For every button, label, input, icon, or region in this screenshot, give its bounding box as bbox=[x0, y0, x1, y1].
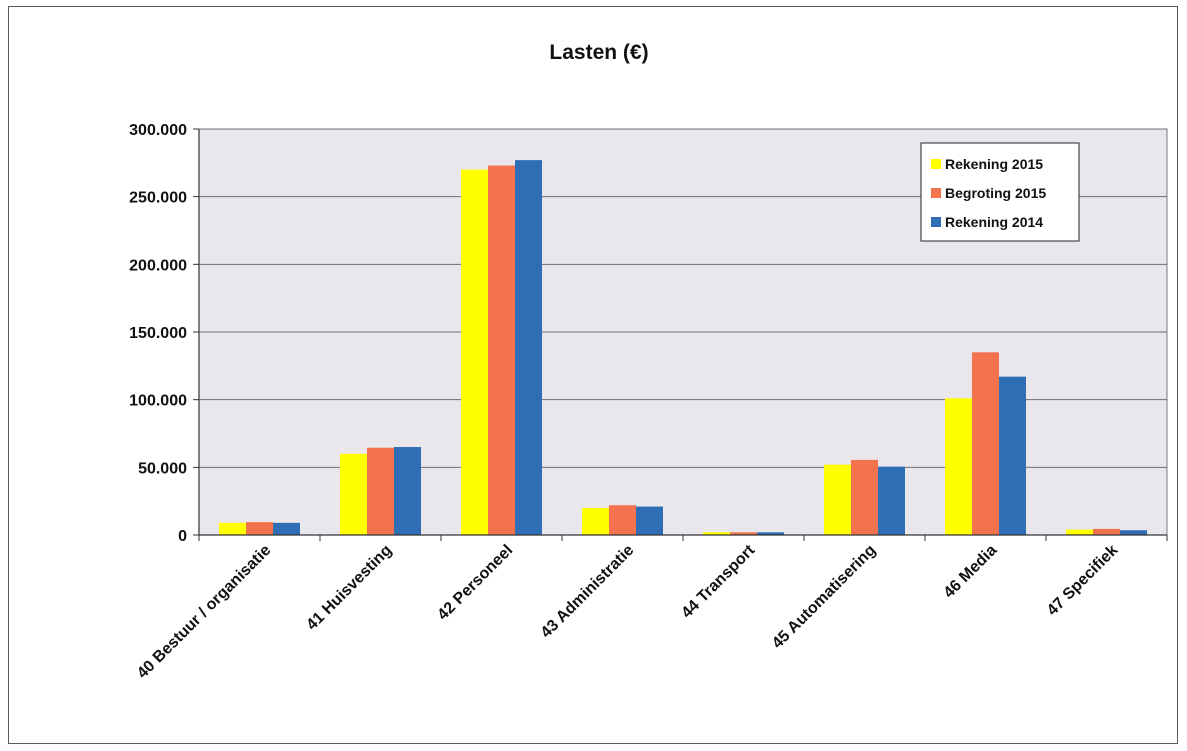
legend-box bbox=[920, 142, 1080, 242]
y-tick-label: 0 bbox=[178, 528, 187, 545]
chart: Lasten (€) 0 50.000 100.000 150.000 200.000 2… bbox=[129, 41, 1168, 682]
x-tick-label: 41 Huisvesting bbox=[303, 542, 395, 634]
bar bbox=[730, 532, 757, 535]
y-tick-labels: 0 50.000 100.000 150.000 200.000 250.000 300.0… bbox=[129, 122, 187, 545]
legend-swatch bbox=[931, 188, 941, 198]
legend: Rekening 2015 Begroting 2015 Rekening 2014 bbox=[920, 142, 1080, 242]
bar bbox=[972, 352, 999, 535]
bar bbox=[999, 376, 1026, 535]
bar bbox=[609, 505, 636, 535]
x-tick-label: 45 Automatisering bbox=[769, 542, 879, 652]
chart-title: Lasten (€) bbox=[549, 41, 648, 64]
y-tick-label: 100.000 bbox=[129, 393, 187, 410]
bar bbox=[488, 165, 515, 536]
bar bbox=[757, 532, 784, 535]
y-tick-label: 200.000 bbox=[129, 257, 187, 274]
bar bbox=[1093, 528, 1120, 535]
x-tick-label: 42 Personeel bbox=[434, 542, 516, 624]
bars bbox=[219, 160, 1147, 536]
bar bbox=[219, 522, 246, 535]
y-tick-label: 50.000 bbox=[138, 460, 187, 477]
x-tick-labels: 40 Bestuur / organisatie 41 Huisvesting 42… bbox=[134, 541, 1121, 682]
y-tick-label: 250.000 bbox=[129, 190, 187, 207]
legend-swatch bbox=[931, 159, 941, 169]
bar bbox=[1120, 530, 1147, 535]
bar bbox=[246, 522, 273, 535]
bar bbox=[703, 532, 730, 535]
y-tick-label: 300.000 bbox=[129, 122, 187, 139]
bar bbox=[824, 464, 851, 535]
legend-swatch bbox=[931, 217, 941, 227]
bar bbox=[1066, 529, 1093, 535]
legend-label: Rekening 2015 bbox=[945, 156, 1043, 172]
y-tick-label: 150.000 bbox=[129, 325, 187, 342]
bar bbox=[367, 447, 394, 535]
chart-frame: Lasten (€) 0 50.000 100.000 150.000 200.000 2… bbox=[8, 6, 1178, 744]
bar bbox=[515, 160, 542, 536]
bar bbox=[394, 447, 421, 535]
bar bbox=[636, 506, 663, 535]
bar bbox=[878, 466, 905, 535]
bar bbox=[461, 169, 488, 535]
x-tick-label: 43 Administratie bbox=[538, 542, 638, 642]
x-tick-label: 47 Specifiek bbox=[1044, 542, 1122, 620]
x-tick-label: 40 Bestuur / organisatie bbox=[134, 542, 274, 682]
bar bbox=[340, 453, 367, 535]
bar bbox=[945, 398, 972, 535]
legend-label: Begroting 2015 bbox=[945, 185, 1046, 201]
axes bbox=[193, 128, 1168, 541]
bar bbox=[273, 522, 300, 535]
legend-label: Rekening 2014 bbox=[945, 214, 1043, 230]
x-tick-label: 44 Transport bbox=[678, 541, 758, 621]
bar bbox=[851, 459, 878, 535]
x-tick-label: 46 Media bbox=[941, 542, 1001, 602]
bar bbox=[582, 507, 609, 535]
